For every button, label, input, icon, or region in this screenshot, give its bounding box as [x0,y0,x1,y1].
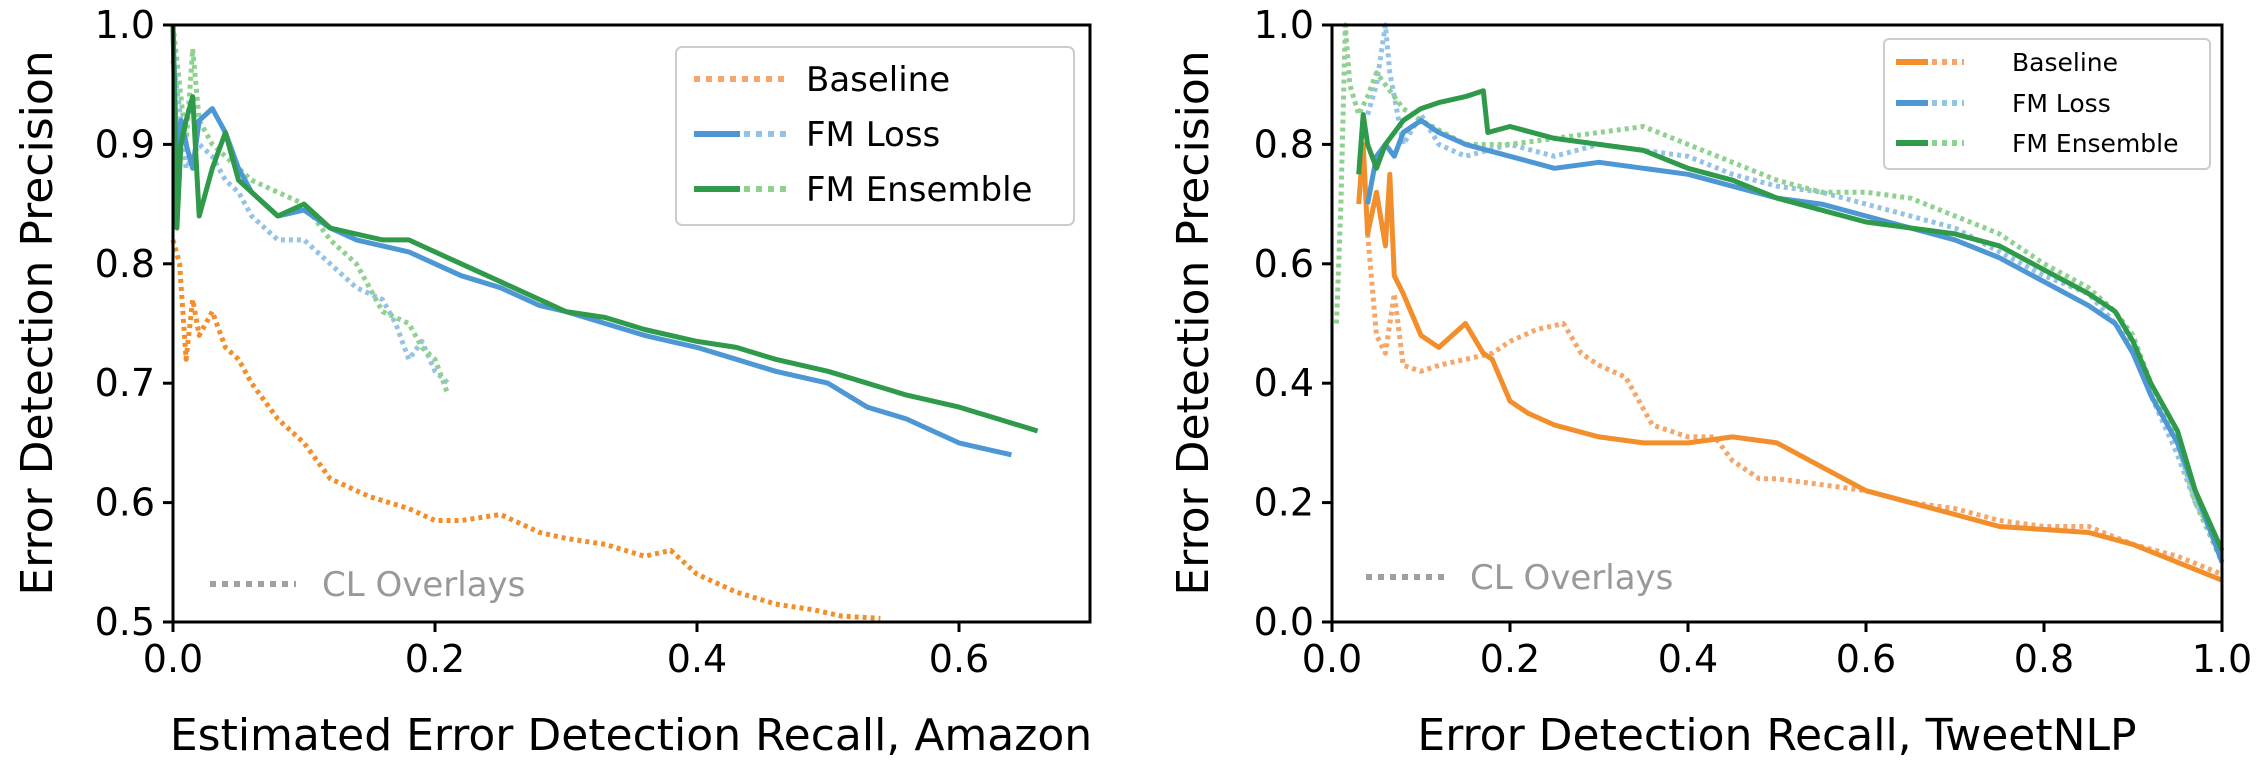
series-line-fm_ensemble-chart-1 [1356,88,2225,552]
x-tick-label: 0.8 [2014,637,2074,681]
left-overlay-label: CL Overlays [322,565,525,605]
y-tick-label: 0.4 [1254,361,1314,405]
left-legend-fm-loss: FM Loss [806,115,940,155]
x-tick-label: 0.6 [1836,637,1896,681]
x-tick-label: 0.0 [143,637,203,681]
x-tick-label: 0.4 [667,637,727,681]
y-tick-label: 0.6 [95,481,155,525]
y-tick-label: 0.7 [95,361,155,405]
y-tick-label: 1.0 [1254,3,1314,47]
series-line-fm_loss-chart-0 [170,24,1012,458]
x-tick-label: 1.0 [2192,637,2252,681]
right-legend-frame [1883,38,2211,170]
right-legend-fm-loss: FM Loss [2012,89,2111,118]
series-line-fm_ensemble_light-chart-0 [170,24,451,396]
left-chart-ticks: 0.0 0.2 0.4 0.6 0.5 0.6 0.7 0.8 0.9 1.0 [95,3,990,681]
right-legend: Baseline FM Loss FM Ensemble [1883,38,2211,170]
left-legend: Baseline FM Loss FM Ensemble [675,46,1075,226]
right-legend-fm-ensemble: FM Ensemble [2012,129,2179,158]
y-tick-label: 0.8 [1254,122,1314,166]
series-line-baseline_light-chart-1 [1365,233,2223,577]
left-plot-frame [171,23,1092,624]
left-legend-baseline: Baseline [806,60,950,100]
left-chart-marks [170,24,1039,621]
series-line-baseline-chart-1 [1356,141,2223,583]
right-y-axis-label: Error Detection Precision [1168,50,1219,595]
y-tick-label: 0.0 [1254,600,1314,644]
y-tick-label: 0.5 [95,600,155,644]
right-x-axis-label: Error Detection Recall, TweetNLP [1417,710,2136,761]
left-legend-fm-ensemble: FM Ensemble [806,170,1032,210]
y-tick-label: 1.0 [95,3,155,47]
right-chart-ticks: 0.0 0.2 0.4 0.6 0.8 1.0 0.0 0.2 0.4 0.6 0.8 1.0 [1254,3,2253,681]
series-line-fm_loss_light-chart-1 [1365,22,2225,552]
x-tick-label: 0.6 [929,637,989,681]
series-line-fm_ensemble-chart-0 [170,24,1039,434]
right-chart: 0.0 0.2 0.4 0.6 0.8 1.0 0.0 0.2 0.4 0.6 0.8 1.0 Err… [1168,3,2252,761]
x-tick-label: 0.2 [1480,637,1540,681]
y-tick-label: 0.2 [1254,481,1314,525]
x-tick-label: 0.4 [1658,637,1718,681]
left-chart: 0.0 0.2 0.4 0.6 0.5 0.6 0.7 0.8 0.9 1.0 Estimated… [12,3,1092,761]
left-y-axis-label: Error Detection Precision [12,50,63,595]
y-tick-label: 0.9 [95,122,155,166]
series-line-fm_loss-chart-1 [1365,118,2225,564]
left-x-axis-label: Estimated Error Detection Recall, Amazon [170,710,1092,761]
left-legend-frame [675,46,1075,226]
y-tick-label: 0.8 [95,242,155,286]
series-line-baseline-chart-0 [170,239,881,621]
x-tick-label: 0.0 [1302,637,1362,681]
right-plot-frame [1330,23,2224,624]
x-tick-label: 0.2 [405,637,465,681]
right-chart-marks [1334,22,2225,583]
right-overlay-label: CL Overlays [1470,558,1673,598]
right-legend-baseline: Baseline [2012,48,2118,77]
y-tick-label: 0.6 [1254,242,1314,286]
